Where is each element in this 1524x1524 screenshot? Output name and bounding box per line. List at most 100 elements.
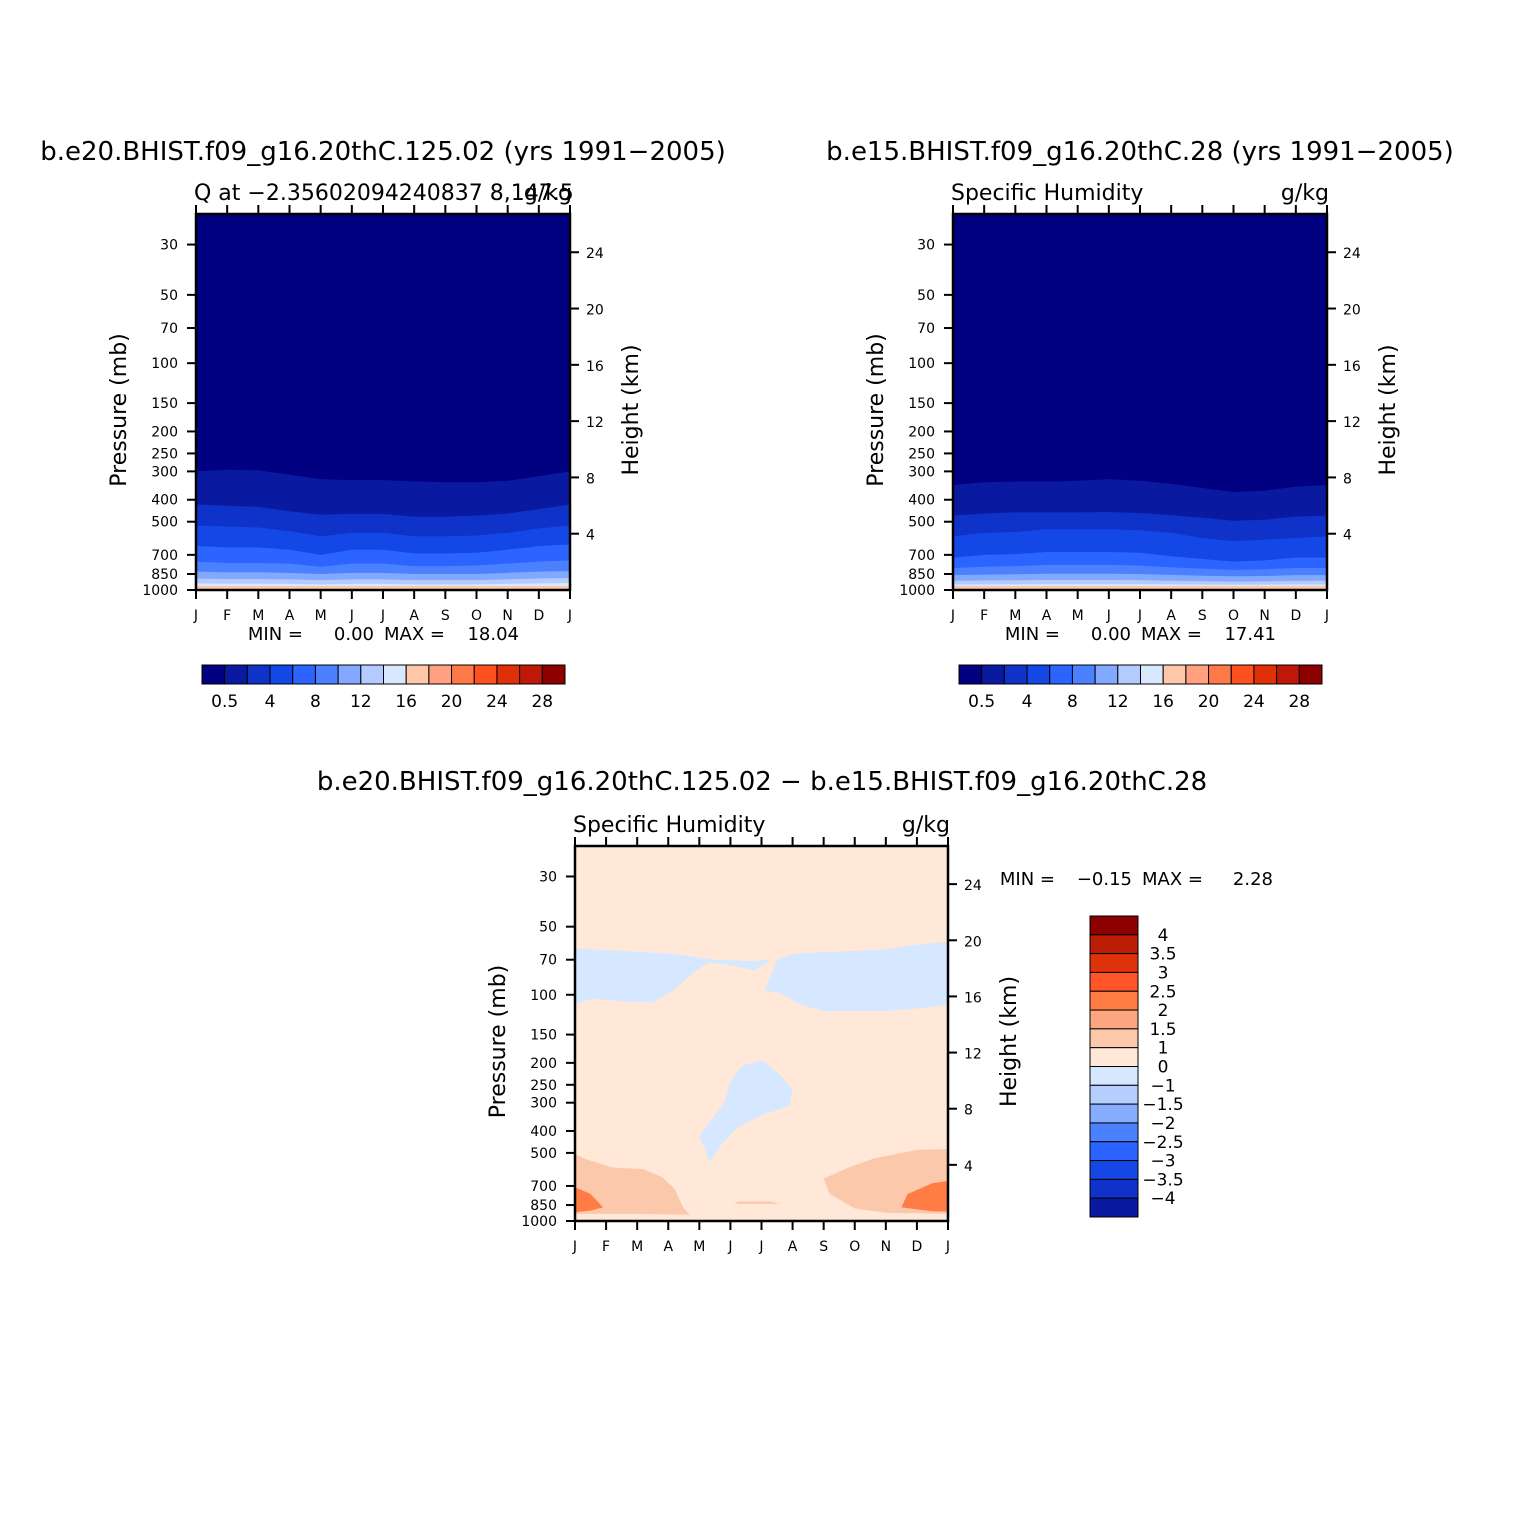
colorbar-swatch: [496, 664, 521, 685]
y-tick-label: 400: [151, 493, 178, 509]
y2-tick-label: 20: [586, 303, 604, 319]
colorbar-swatch: [1094, 664, 1119, 685]
max-value: 17.41: [1224, 624, 1276, 645]
x-tick-label: F: [602, 1239, 610, 1255]
colorbar-label: 0.5: [968, 692, 995, 712]
y-tick-label: 100: [530, 988, 557, 1004]
panel-model-28: J F M A M J J A S O N D J 30 50 70 100 150 200 250 300 400 500…: [826, 137, 1454, 712]
y2-tick-label: 12: [1343, 415, 1361, 431]
colorbar-swatch: [269, 664, 294, 685]
y2-tick-label: 24: [586, 246, 604, 262]
max-value: 18.04: [467, 624, 519, 645]
y-tick-label: 300: [530, 1096, 557, 1112]
y2-tick-label: 12: [586, 415, 604, 431]
y-tick-label: 30: [160, 238, 178, 254]
y-axis-label: Pressure (mb): [864, 333, 889, 487]
colorbar-swatch: [1089, 1028, 1139, 1049]
y2-tick-label: 16: [964, 990, 982, 1006]
colorbar-swatch: [337, 664, 362, 685]
contour-band: [196, 586, 570, 590]
x-tick-label: M: [252, 608, 264, 624]
x-tick-label: A: [788, 1239, 798, 1255]
colorbar-swatch: [1253, 664, 1278, 685]
y-tick-label: 30: [917, 238, 935, 254]
max-label: MAX =: [384, 624, 445, 645]
x-tick-label: M: [693, 1239, 705, 1255]
y-tick-label: 300: [151, 464, 178, 480]
x-tick-label: A: [409, 608, 419, 624]
colorbar-label: 2.5: [1149, 982, 1176, 1002]
panel-difference: J F M A M J J A S O N D J305070100150200250300400500…: [317, 767, 1273, 1255]
x-tick-label: A: [1042, 608, 1052, 624]
colorbar-swatch: [1208, 664, 1232, 685]
y-tick-label: 500: [151, 515, 178, 531]
y2-tick-label: 4: [1343, 528, 1352, 544]
colorbar-swatch: [314, 664, 339, 685]
y-tick-label: 1000: [142, 583, 178, 599]
colorbar-swatch: [1049, 664, 1073, 685]
x-tick-label: J: [945, 1239, 950, 1255]
colorbar-label: 16: [1152, 692, 1174, 712]
colorbar-swatch: [519, 664, 543, 685]
colorbar-swatch: [383, 664, 407, 685]
x-tick-label: J: [727, 1239, 732, 1255]
colorbar-swatch: [958, 664, 983, 685]
colorbar-label: 4: [265, 692, 276, 712]
y-tick-label: 500: [908, 515, 935, 531]
panel-title: b.e20.BHIST.f09_g16.20thC.125.02 (yrs 19…: [40, 137, 726, 167]
colorbar-swatch: [1185, 664, 1210, 685]
colorbar-swatch: [1089, 990, 1139, 1011]
colorbar-label: 28: [531, 692, 553, 712]
colorbar-swatch: [1089, 915, 1139, 936]
x-tick-label: S: [819, 1239, 828, 1255]
y-tick-label: 50: [539, 920, 557, 936]
colorbar-label: 24: [486, 692, 508, 712]
panel-model-125-02: J F M A M J J A S O N D J 30 50 70 100 150 200 250 300 400 500…: [40, 137, 726, 712]
x-tick-label: O: [849, 1239, 860, 1255]
y-tick-label: 700: [530, 1179, 557, 1195]
y2-tick-label: 16: [1343, 359, 1361, 375]
colorbar-swatch: [1230, 664, 1255, 685]
y-axis-label: Pressure (mb): [107, 333, 132, 487]
x-tick-label: M: [315, 608, 327, 624]
max-value: 2.28: [1233, 869, 1273, 890]
colorbar-swatch: [1089, 1084, 1139, 1105]
colorbar-swatch: [292, 664, 316, 685]
colorbar-swatch: [541, 664, 566, 685]
colorbar-swatch: [1298, 664, 1323, 685]
y2-tick-label: 20: [964, 934, 982, 950]
y2-tick-label: 20: [1343, 303, 1361, 319]
x-tick-label: J: [950, 608, 955, 624]
y-tick-label: 70: [917, 321, 935, 337]
colorbar-swatch: [1089, 1047, 1139, 1067]
colorbar-label: 4: [1158, 926, 1169, 946]
y-tick-label: 200: [151, 424, 178, 440]
units-label: g/kg: [524, 181, 572, 206]
colorbar-swatch: [1140, 664, 1164, 685]
x-tick-label: N: [1259, 608, 1269, 624]
contour-band: [953, 586, 1327, 590]
x-tick-label: S: [1198, 608, 1207, 624]
y-tick-label: 250: [908, 446, 935, 462]
x-tick-label: S: [441, 608, 450, 624]
colorbar-swatch: [1003, 664, 1028, 685]
x-tick-label: F: [980, 608, 988, 624]
colorbar-swatch: [360, 664, 384, 685]
colorbar-label: 2: [1158, 1001, 1169, 1021]
colorbar-label: 3: [1158, 963, 1169, 983]
x-tick-label: N: [881, 1239, 891, 1255]
negative-region: [575, 948, 771, 1005]
colorbar-swatch: [1089, 1160, 1139, 1180]
colorbar-swatch: [405, 664, 430, 685]
colorbar-swatch: [1071, 664, 1096, 685]
y-tick-label: 850: [151, 567, 178, 583]
x-tick-label: J: [380, 608, 385, 624]
y-tick-label: 300: [908, 464, 935, 480]
y-tick-label: 1000: [899, 583, 935, 599]
y-tick-label: 400: [530, 1124, 557, 1140]
colorbar-label: 3.5: [1149, 945, 1176, 965]
colorbar-swatch: [246, 664, 271, 685]
colorbar-label: 8: [1067, 692, 1078, 712]
x-tick-label: O: [1228, 608, 1239, 624]
